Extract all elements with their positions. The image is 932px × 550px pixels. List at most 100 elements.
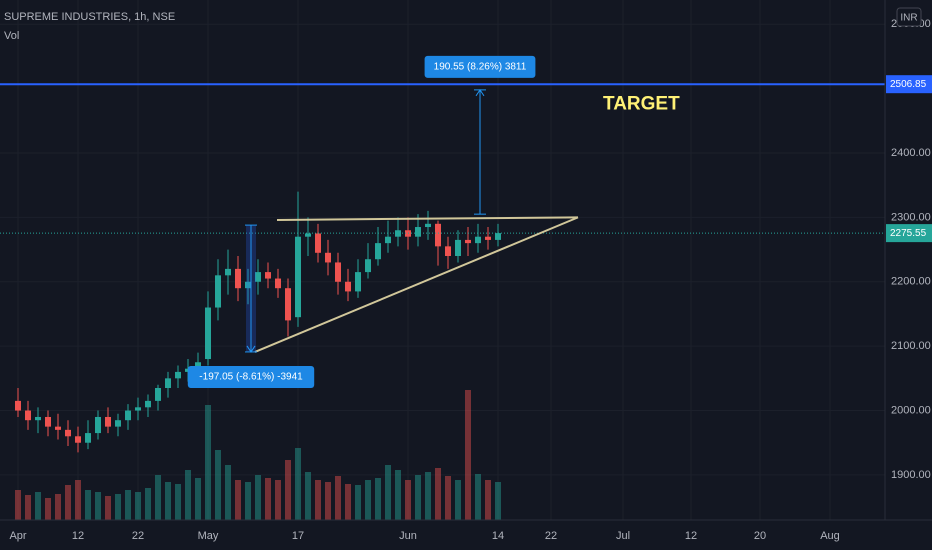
volume-bar [115,494,121,520]
candle-body [395,230,401,237]
candle-body [35,416,41,421]
candle-body [85,433,91,443]
candle-body [105,416,111,427]
candle-body [315,233,321,253]
candle-body [115,420,121,427]
y-tick-label: 2400.00 [891,147,931,159]
candle-body [25,410,31,421]
candle-body [375,243,381,260]
currency[interactable]: INR [900,13,917,24]
candle-body [475,236,481,244]
volume-bar [215,450,221,520]
volume-bar [15,490,21,520]
candle-body [55,426,61,430]
candle-body [295,236,301,318]
volume-bar [225,465,231,520]
x-tick-label: Jun [399,530,417,542]
volume-bar [145,488,151,520]
candle-body [415,227,421,237]
volume-bar [25,495,31,520]
candle-body [305,233,311,237]
x-tick-label: 20 [754,530,766,542]
price-label-box [886,224,932,243]
candle-body [365,259,371,273]
volume-bar [245,482,251,520]
candle-body [465,239,471,244]
currency-box[interactable] [896,7,922,27]
candle-body [255,272,261,282]
volume-bar [455,480,461,520]
volume-bar [105,496,111,520]
y-tick-label: 1900.00 [891,469,931,481]
volume-bar [155,475,161,520]
volume-bar [125,490,131,520]
volume-bar [75,480,81,520]
volume-bar [85,490,91,520]
candle-body [65,429,71,437]
candle-body [175,371,181,379]
candle-body [485,236,491,240]
volume-bar [275,480,281,520]
volume-bar [345,484,351,520]
volume-bar [165,482,171,520]
candle-body [215,275,221,308]
measure-label-box [424,55,536,78]
volume-bar [95,492,101,520]
candle-body [285,288,291,321]
volume-bar [295,448,301,520]
volume-bar [405,480,411,520]
x-tick-label: Jul [616,530,630,542]
x-tick-label: Apr [9,530,26,542]
candle-body [435,223,441,247]
candle-body [15,400,21,411]
candle-body [75,436,81,443]
candle-body [355,272,361,292]
volume-bar [65,485,71,520]
y-tick-label: 2000.00 [891,404,931,416]
candle-body [125,410,131,421]
volume-bar [425,472,431,520]
candle-body [265,272,271,279]
candle-body [275,278,281,289]
volume-bar [485,480,491,520]
volume-bar [285,460,291,520]
candle-body [335,262,341,282]
target-text: TARGET [603,94,680,115]
x-tick-label: Aug [820,530,840,542]
candle-body [425,223,431,228]
candle-body [445,246,451,257]
x-tick-label: 17 [292,530,304,542]
volume-bar [45,498,51,520]
volume-bar [435,468,441,520]
volume-label: Vol [4,30,19,42]
candle-body [455,239,461,257]
volume-bar [385,465,391,520]
measure-label: 190.55 (8.26%) 3811 [434,62,527,73]
candle-body [155,388,161,401]
y-tick-label: 2200.00 [891,276,931,288]
x-tick-label: 14 [492,530,504,542]
candle-body [225,268,231,276]
candle-body [235,268,241,289]
volume-bar [495,482,501,520]
x-tick-label: 12 [685,530,697,542]
volume-bar [185,470,191,520]
volume-bar [325,482,331,520]
volume-bar [255,475,261,520]
candle-body [205,307,211,360]
volume-bar [305,472,311,520]
volume-bar [365,480,371,520]
candle-body [195,362,201,369]
volume-bar [375,478,381,520]
x-tick-label: 12 [72,530,84,542]
candle-body [135,407,141,411]
volume-bar [135,492,141,520]
volume-bar [265,478,271,520]
x-tick-label: 22 [545,530,557,542]
x-tick-label: 22 [132,530,144,542]
candle-body [45,416,51,427]
measure-label-box [187,365,315,388]
volume-bar [195,478,201,520]
